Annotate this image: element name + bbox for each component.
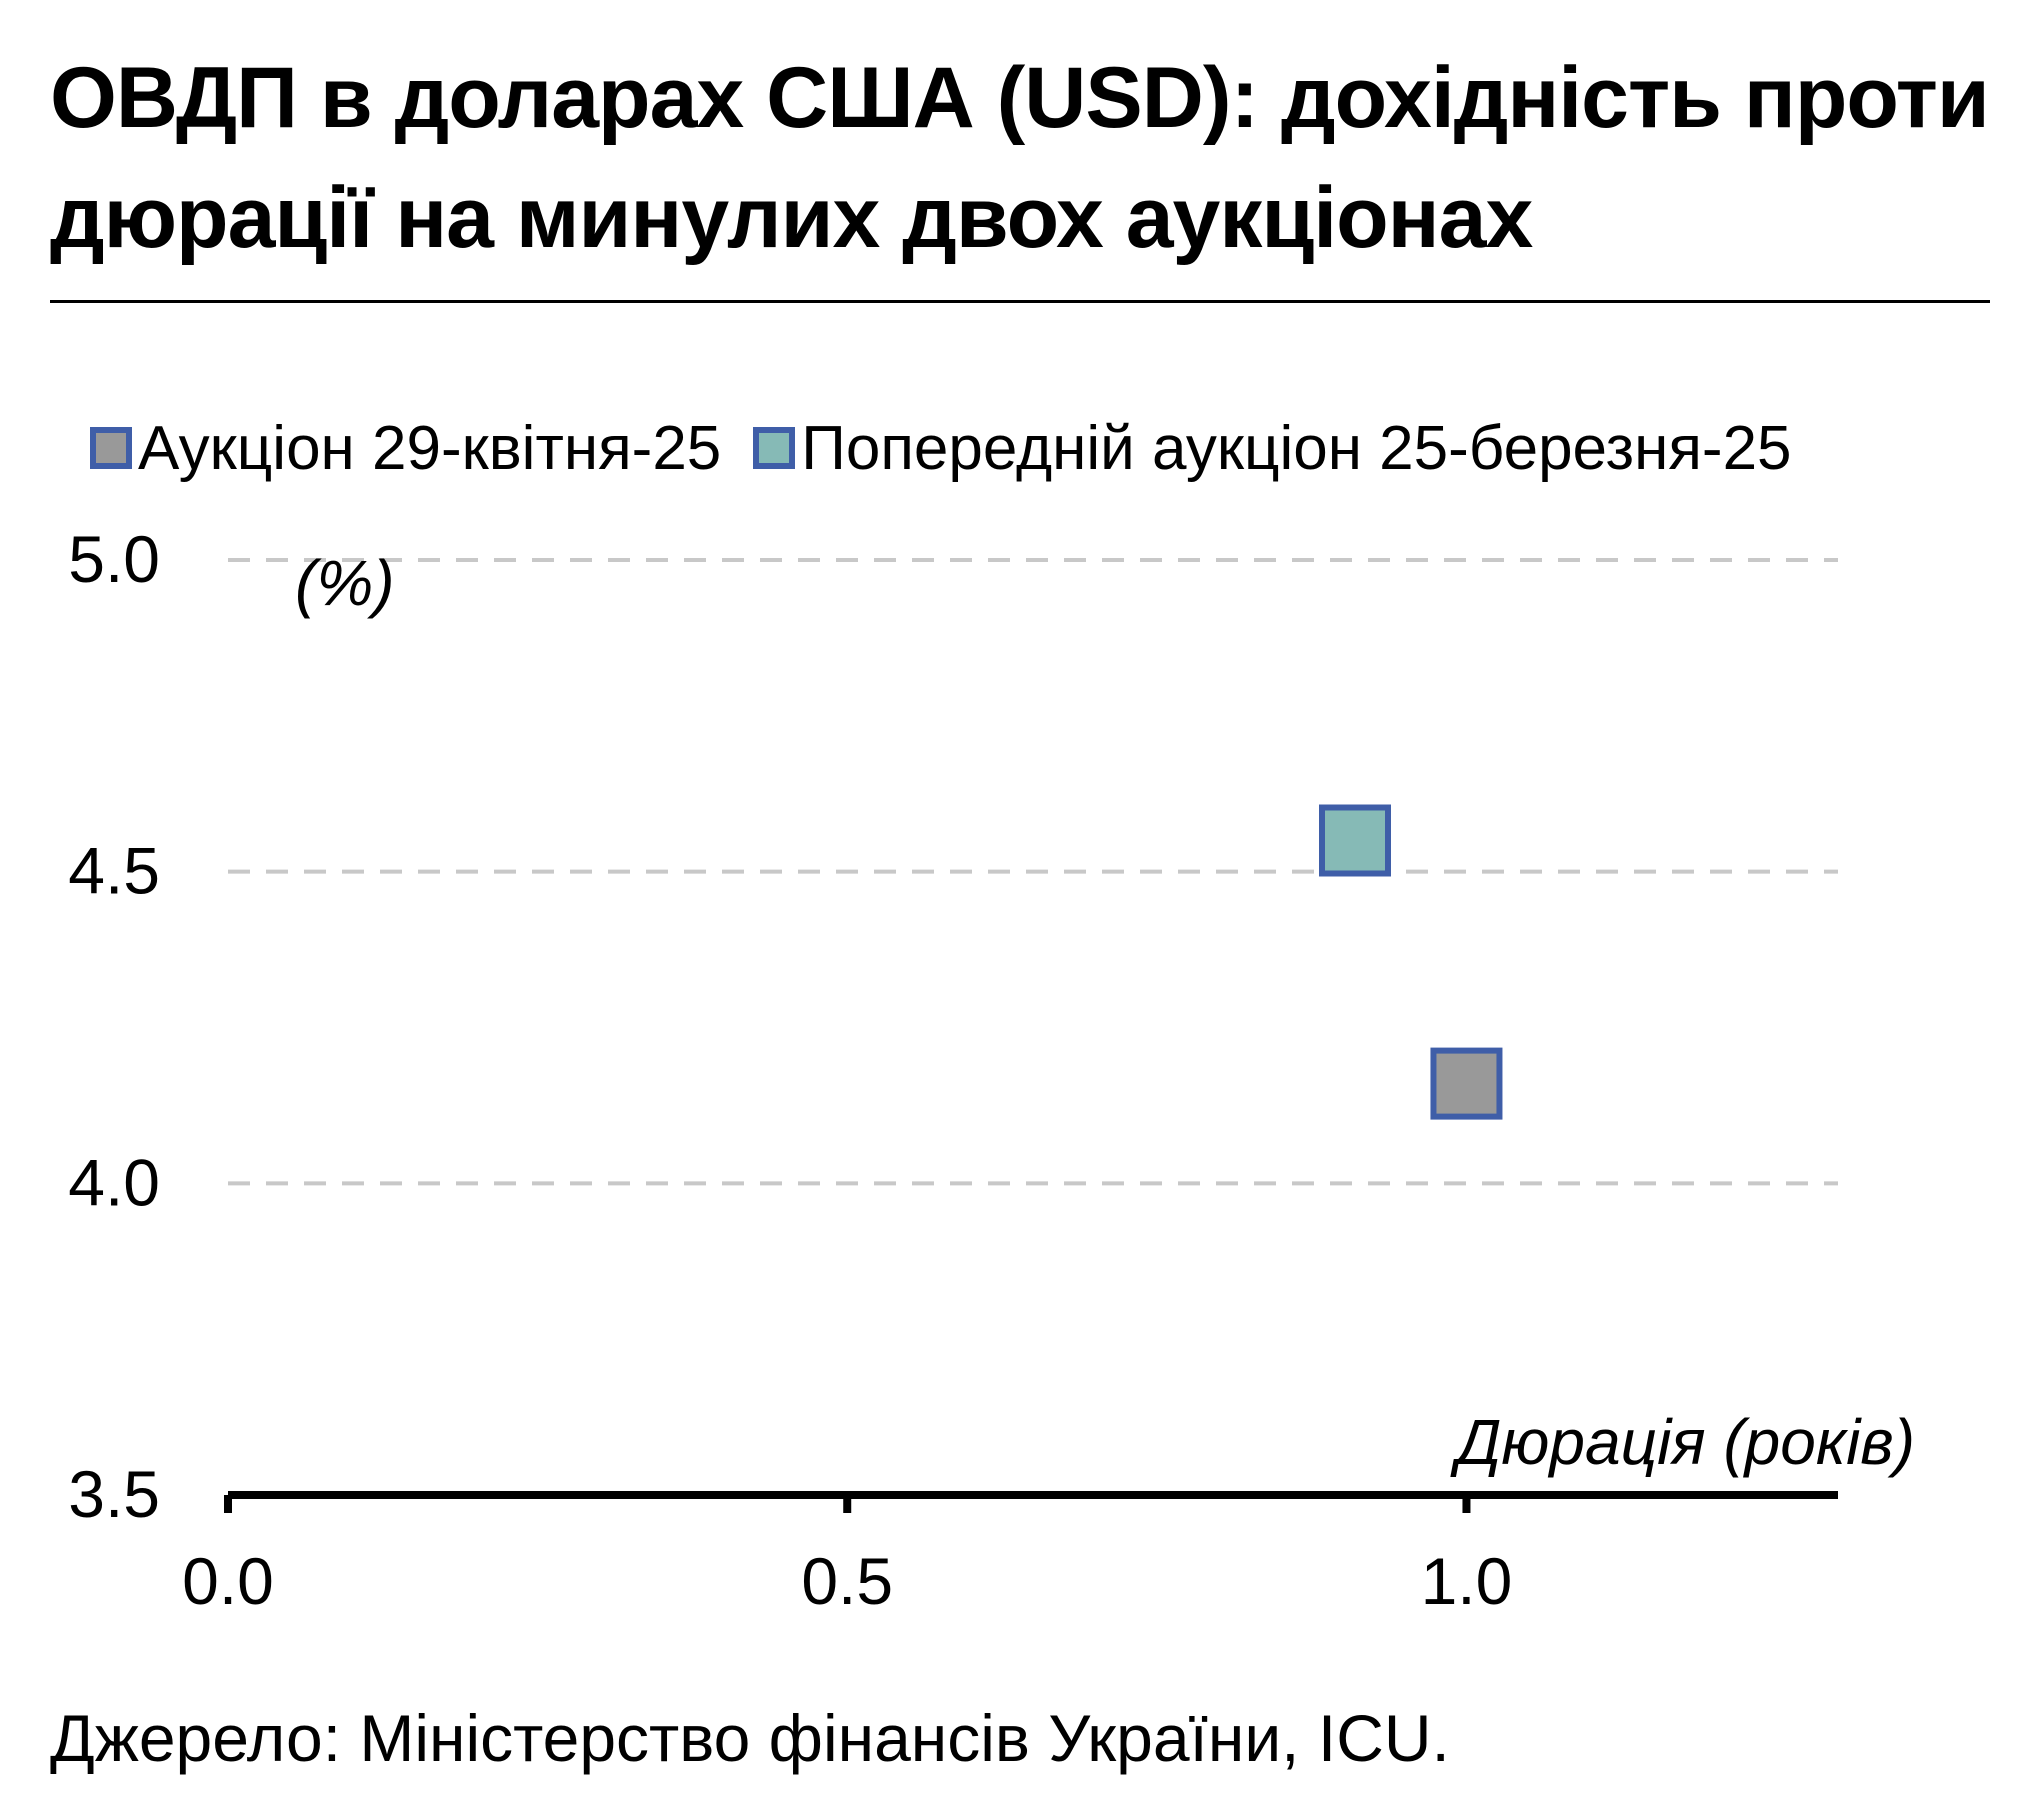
chart-title: ОВДП в доларах США (USD): дохідність про… (50, 50, 1990, 266)
x-axis (224, 1491, 1838, 1513)
data-point-previous-auction (1319, 804, 1391, 877)
chart-legend: Аукціон 29-квітня-25 Попередній аукціон … (90, 408, 1824, 488)
y-tick-label: 4.0 (68, 1145, 160, 1219)
x-tick-labels: 0.0 0.5 1.0 (182, 1544, 1512, 1618)
y-axis-label: (%) (295, 547, 395, 619)
legend-swatch-previous (753, 427, 796, 469)
y-tick-labels: 5.0 4.5 4.0 3.5 (68, 522, 160, 1531)
scatter-chart: 5.0 4.5 4.0 3.5 0.0 0.5 1.0 (%) Дюрація (рокі… (68, 522, 1915, 1618)
title-divider (50, 300, 1990, 303)
legend-swatch-current (90, 427, 132, 469)
y-tick-label: 3.5 (68, 1457, 160, 1531)
legend-label-previous: Попередній аукціон 25-березня-25 (801, 413, 1792, 483)
x-axis-label: Дюрація (років) (1450, 1406, 1915, 1478)
legend-item-previous-auction: Попередній аукціон 25-березня-25 (753, 413, 1792, 484)
x-tick-label: 1.0 (1421, 1544, 1513, 1618)
data-points (1319, 804, 1503, 1120)
legend-label-current: Аукціон 29-квітня-25 (138, 413, 722, 483)
data-point-current-auction (1430, 1047, 1503, 1120)
source-note: Джерело: Міністерство фінансів України, … (50, 1701, 1450, 1775)
y-tick-label: 5.0 (68, 522, 160, 596)
legend-item-current-auction: Аукціон 29-квітня-25 (90, 413, 721, 484)
x-tick-label: 0.5 (801, 1544, 893, 1618)
y-tick-label: 4.5 (68, 834, 160, 908)
x-tick-label: 0.0 (182, 1544, 274, 1618)
gridlines (228, 558, 1838, 1186)
